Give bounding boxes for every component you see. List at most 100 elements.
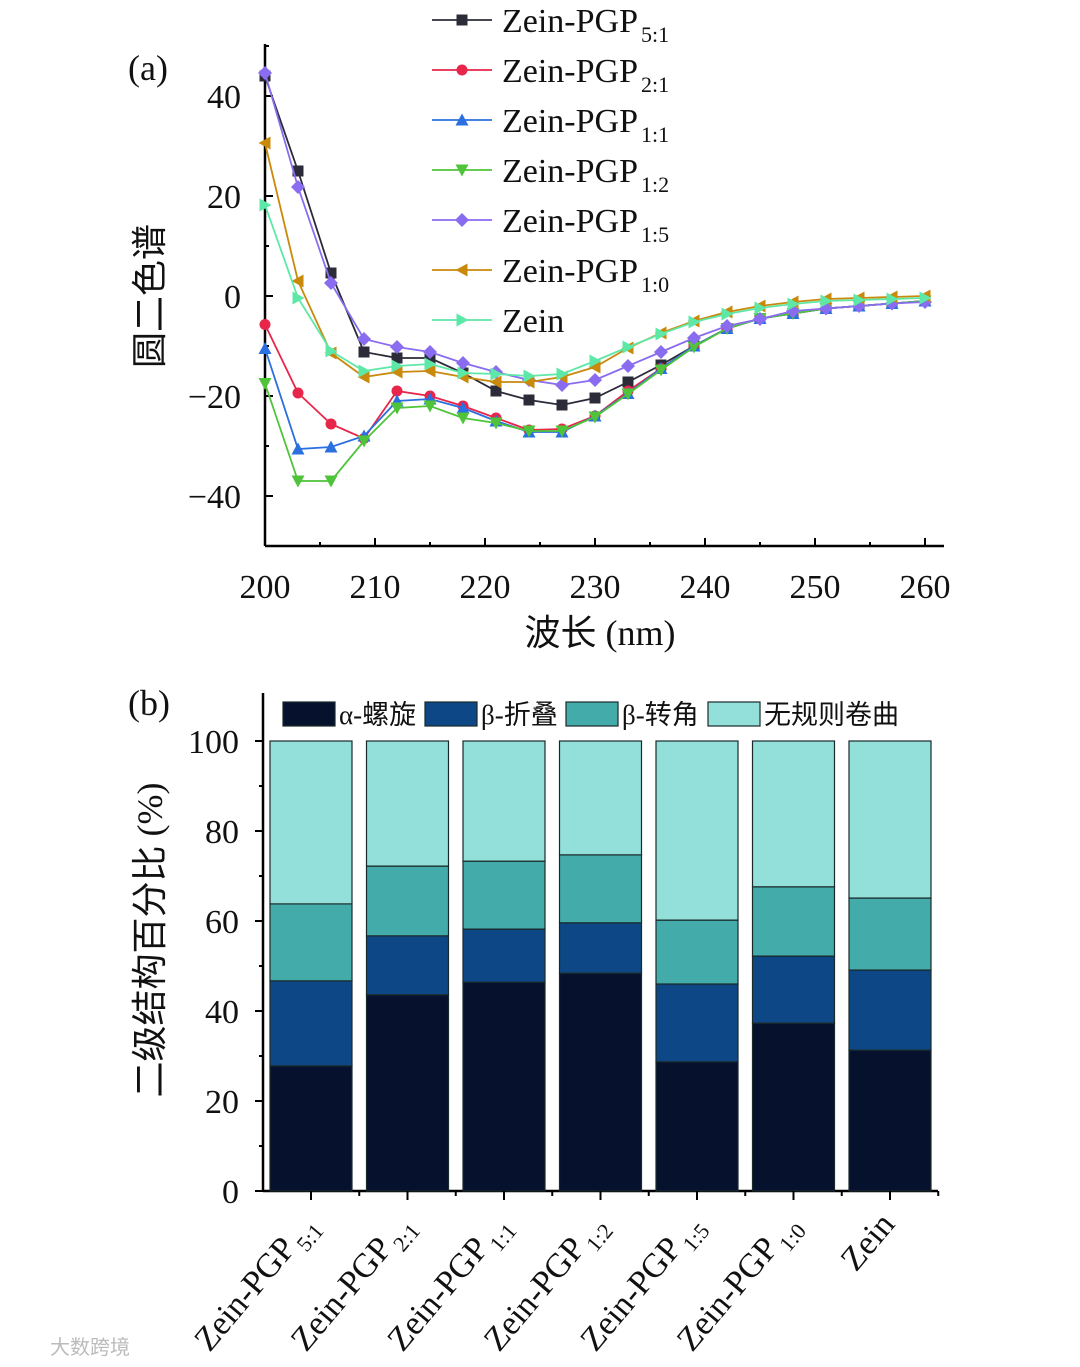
data-point [622, 340, 635, 354]
bar-stack [365, 740, 450, 1192]
data-point [391, 385, 403, 397]
data-point [358, 364, 371, 378]
x-tick-label: 220 [460, 569, 511, 606]
data-point [357, 435, 371, 448]
data-point [655, 327, 668, 341]
data-point [424, 357, 437, 371]
data-point [621, 388, 635, 401]
bar-segment [655, 919, 739, 985]
data-point [258, 342, 272, 354]
bar-segment [269, 903, 353, 982]
legend-label: Zein-PGP 1:1 [502, 103, 669, 147]
bar-segment [365, 994, 450, 1192]
bar-segment [751, 886, 836, 957]
legend-marker [455, 213, 469, 227]
legend-item: Zein-PGP 1:2 [432, 153, 669, 197]
data-point [687, 341, 701, 354]
data-point [522, 425, 536, 438]
legend-label-base: Zein [502, 303, 564, 340]
legend-item: Zein-PGP 5:1 [432, 3, 669, 47]
x-tick-label: 260 [900, 569, 951, 606]
legend-label: Zein-PGP 1:5 [502, 203, 669, 247]
y-tick-label: 40 [205, 994, 239, 1031]
bar-segment [462, 740, 546, 862]
legend-label-base: Zein-PGP [502, 53, 638, 90]
x-tick-label-base: Zein [834, 1206, 902, 1278]
panel-label: (b) [128, 683, 170, 723]
legend-item: Zein [432, 303, 564, 340]
legend-swatch [424, 701, 478, 727]
data-point [292, 291, 305, 305]
bar-segment [462, 860, 546, 930]
data-point [390, 340, 404, 354]
legend-item: Zein-PGP 1:0 [432, 253, 669, 297]
legend-marker [456, 14, 468, 26]
data-point [391, 359, 404, 373]
data-point [291, 180, 305, 194]
data-point [291, 442, 305, 455]
data-point [588, 373, 602, 387]
data-point [423, 364, 436, 378]
data-point [588, 411, 602, 424]
data-point [753, 312, 767, 326]
legend-label-base: Zein-PGP [502, 253, 638, 290]
bar-segment [558, 854, 643, 924]
data-point [291, 475, 305, 488]
x-tick-label: 210 [350, 569, 401, 606]
data-point [258, 378, 272, 390]
bar-segment [751, 955, 836, 1024]
data-point [324, 276, 338, 290]
bar-segment [655, 740, 739, 921]
bar-segment [848, 897, 932, 971]
data-point [259, 198, 272, 212]
series-line [264, 300, 926, 482]
panel-a-cd-spectrum: 200 210 220 230 240 250 260 −40 −20 0 20 40 (a) 波长 (n… [128, 3, 951, 653]
bar-segment [751, 740, 836, 888]
y-tick-label: 20 [207, 179, 241, 216]
data-point [489, 375, 502, 389]
y-tick-label: −40 [188, 479, 241, 516]
bar-stack [751, 740, 836, 1192]
data-point [325, 267, 337, 279]
data-point [555, 425, 569, 438]
bar-segment [269, 980, 353, 1067]
legend-label-base: Zein-PGP [502, 153, 638, 190]
bar-segment [558, 922, 643, 974]
data-point [390, 365, 403, 379]
data-point [490, 367, 503, 381]
legend-label: Zein-PGP 2:1 [502, 53, 669, 97]
data-point [456, 401, 470, 414]
legend-label: Zein [502, 303, 564, 340]
legend-label: Zein-PGP 1:0 [502, 253, 669, 297]
bar-segment [462, 928, 546, 983]
data-point [423, 345, 437, 359]
x-tick-label: 230 [570, 569, 621, 606]
legend-label-sub: 2:1 [641, 72, 669, 97]
bar-segment [269, 740, 353, 905]
legend-item: Zein-PGP 1:1 [432, 103, 669, 147]
bar-segment [365, 865, 450, 937]
legend-label: α-螺旋 [339, 700, 416, 730]
data-point [589, 354, 602, 368]
data-point [522, 375, 535, 389]
bar-stack [558, 740, 643, 1192]
data-point [721, 307, 734, 321]
data-point [391, 352, 403, 364]
y-axis-title: 圆二色谱 [130, 224, 170, 368]
data-point [258, 66, 272, 80]
legend-marker [456, 64, 468, 76]
data-point [589, 392, 601, 404]
data-point [292, 165, 304, 177]
y-tick-label: 60 [205, 904, 239, 941]
legend-item: β-折叠 [424, 700, 558, 730]
legend-item: Zein-PGP 2:1 [432, 53, 669, 97]
legend-label-sub: 1:1 [641, 122, 669, 147]
data-point [556, 399, 568, 411]
x-tick-label: Zein [834, 1206, 902, 1278]
bar-segment [365, 740, 450, 867]
bar-stack [269, 740, 353, 1192]
data-point [324, 475, 338, 488]
data-point [456, 356, 470, 370]
legend-label: β-转角 [622, 700, 699, 730]
